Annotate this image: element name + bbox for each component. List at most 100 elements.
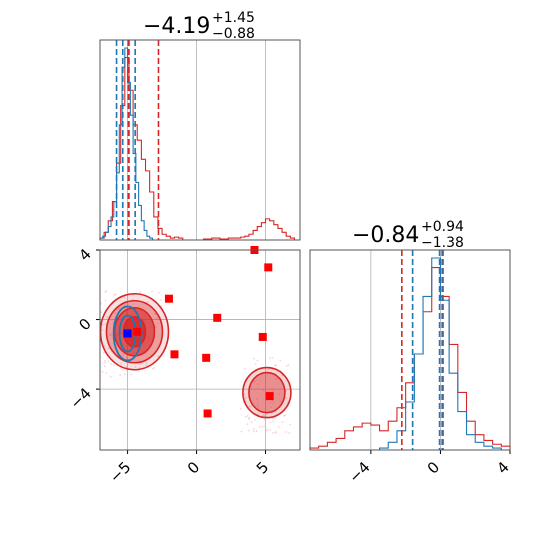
sample-point <box>256 413 259 415</box>
y-tick-label: 0 <box>75 315 94 334</box>
sample-point <box>134 366 137 368</box>
sample-point <box>104 291 107 294</box>
sample-point <box>104 362 106 364</box>
sample-point <box>248 429 250 432</box>
sample-point <box>145 362 148 364</box>
sample-point <box>272 420 275 423</box>
marker-red <box>213 313 222 322</box>
sample-point <box>119 374 122 376</box>
sample-point <box>113 293 116 296</box>
marker-red <box>164 294 173 303</box>
sample-point <box>239 407 242 410</box>
sample-point <box>122 354 124 357</box>
sample-point <box>265 429 268 432</box>
sample-point <box>131 298 134 301</box>
sample-point <box>111 318 114 321</box>
x-tick-label: −4 <box>345 458 373 486</box>
panel-frame <box>309 249 511 451</box>
sample-point <box>279 400 282 403</box>
histogram-series-2 <box>99 47 156 241</box>
title-y-sub: −1.38 <box>421 235 464 251</box>
sample-point <box>266 428 269 431</box>
sample-point <box>105 371 108 374</box>
sample-point <box>130 373 133 376</box>
sample-point <box>272 431 275 434</box>
sample-point <box>124 304 126 307</box>
sample-point <box>156 322 159 325</box>
sample-point <box>272 401 274 404</box>
sample-point <box>255 398 258 401</box>
sample-point <box>253 380 256 383</box>
sample-point <box>125 356 128 359</box>
sample-point <box>269 401 272 404</box>
y-marginal-histogram: −4 0 4 <box>309 249 513 486</box>
x-tick-label: 0 <box>424 458 443 477</box>
joint-contour-panel: −5 0 5 4 0 −4 <box>66 245 301 486</box>
sample-point <box>257 405 260 407</box>
x-tick-label: 5 <box>253 458 272 477</box>
sample-point <box>261 425 264 428</box>
sample-point <box>256 359 259 362</box>
title-x-main: −4.19 <box>143 14 210 39</box>
x-tick-label: 0 <box>184 458 203 477</box>
sample-point <box>263 414 265 416</box>
sample-point <box>256 402 259 405</box>
sample-point <box>155 318 158 321</box>
x-tick-label: 4 <box>493 458 512 477</box>
sample-point <box>101 370 104 373</box>
title-y-sup: +0.94 <box>421 219 464 235</box>
sample-point <box>281 421 284 423</box>
sample-point <box>101 323 104 326</box>
sample-point <box>248 405 251 408</box>
sample-point <box>101 329 103 332</box>
marker-red <box>203 409 212 418</box>
sample-point <box>103 365 106 367</box>
sample-point <box>100 311 103 313</box>
sample-point <box>264 425 266 428</box>
marker-red <box>133 327 142 336</box>
sample-point <box>240 430 243 433</box>
sample-point <box>104 299 107 302</box>
sample-point <box>271 389 274 391</box>
marker-red <box>264 263 273 272</box>
sample-point <box>269 357 271 359</box>
sample-point <box>258 425 261 428</box>
sample-point <box>274 416 277 419</box>
sample-point <box>246 415 249 417</box>
blue-contour <box>112 305 143 362</box>
sample-point <box>103 351 105 354</box>
marker-red <box>265 392 274 401</box>
sample-point <box>139 291 142 293</box>
sample-point <box>274 410 277 413</box>
sample-point <box>271 356 274 359</box>
sample-point <box>154 312 156 315</box>
sample-point <box>288 432 291 434</box>
sample-point <box>137 370 140 373</box>
sample-point <box>104 359 106 362</box>
sample-point <box>284 414 286 417</box>
sample-point <box>244 397 247 399</box>
title-x-sup: +1.45 <box>212 10 255 26</box>
sample-point <box>110 375 112 378</box>
sample-point <box>151 290 154 293</box>
sample-point <box>243 393 246 396</box>
sample-point <box>158 291 160 294</box>
sample-point <box>285 431 287 433</box>
sample-point <box>250 386 253 389</box>
panel-frame <box>99 39 301 241</box>
sample-point <box>272 417 275 420</box>
sample-point <box>256 383 259 386</box>
sample-point <box>274 431 277 434</box>
sample-point <box>277 426 280 428</box>
sample-point <box>267 368 270 371</box>
sample-point <box>278 393 281 396</box>
marker-red <box>170 350 179 359</box>
sample-point <box>125 366 128 368</box>
sample-point <box>120 362 123 365</box>
title-y-main: −0.84 <box>352 223 419 248</box>
sample-point <box>262 389 265 392</box>
histogram-series-2 <box>379 257 502 450</box>
sample-point <box>157 355 160 358</box>
sample-point <box>270 406 272 409</box>
